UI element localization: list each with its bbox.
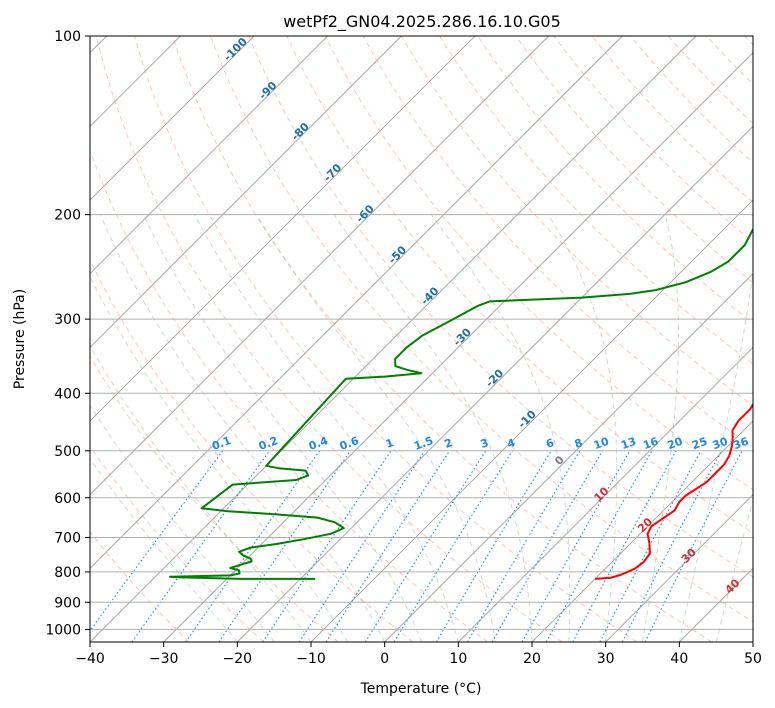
isotherm-line — [237, 125, 753, 642]
x-tick-label: −20 — [223, 651, 253, 667]
mixing-ratio-line — [435, 450, 552, 642]
moist-adiabat-line — [256, 214, 496, 642]
dry-adiabat-line — [133, 36, 638, 642]
moist-adiabat-line — [642, 214, 679, 642]
moist-adiabat-line — [678, 268, 753, 642]
isotherm-line — [90, 36, 476, 422]
mixing-ratio-line — [364, 450, 487, 642]
moist-adiabat-line — [715, 498, 753, 642]
mixing-ratio-label: 36 — [731, 435, 750, 453]
isotherm-line — [605, 494, 753, 642]
profile-series — [169, 228, 753, 580]
isotherm-line — [90, 36, 328, 275]
mixing-ratio-label: 30 — [711, 435, 730, 453]
isotherm-line — [163, 52, 753, 642]
temperature-series-line — [595, 402, 753, 580]
y-tick-label: 300 — [54, 312, 81, 328]
y-axis-ticks: 100 200 300 400 500 600 700 800 900 1000 — [45, 29, 90, 638]
mixing-ratio-label: 13 — [619, 435, 638, 452]
moist-adiabat-line — [90, 275, 349, 642]
mixing-ratio-line — [218, 450, 351, 642]
mixing-ratio-label: 1 — [384, 436, 396, 451]
y-tick-label: 100 — [54, 29, 81, 45]
mixing-ratio-line — [521, 450, 631, 642]
mixing-ratio-label: 0.4 — [307, 434, 330, 453]
moist-adiabat-line — [547, 214, 618, 642]
moist-adiabat-line — [333, 214, 533, 642]
mixing-ratio-label: 0.2 — [257, 434, 280, 453]
x-tick-label: −40 — [75, 651, 105, 667]
mixing-ratio-line — [491, 450, 603, 642]
mixing-ratio-label: 25 — [690, 435, 709, 452]
dry-adiabat-line — [248, 36, 753, 578]
isotherm-line — [531, 420, 753, 642]
isotherm-line — [90, 36, 255, 201]
y-tick-label: 500 — [54, 444, 81, 460]
mixing-ratio-label: 3 — [479, 436, 491, 451]
isotherm-line — [90, 36, 549, 496]
y-tick-label: 1000 — [45, 622, 81, 638]
mixing-ratio-line — [393, 450, 513, 642]
x-tick-label: 20 — [523, 651, 541, 667]
moist-adiabat-line — [90, 458, 238, 642]
dry-adiabat-line — [95, 36, 563, 642]
mixing-ratio-label: 16 — [641, 435, 660, 453]
dry-adiabat-line — [400, 36, 753, 406]
x-tick-label: 10 — [449, 651, 467, 667]
mixing-ratio-label: 0.6 — [338, 434, 361, 453]
chart-title: wetPf2_GN04.2025.286.16.10.G05 — [283, 12, 561, 32]
mixing-ratio-line — [572, 450, 677, 642]
x-axis-ticks: −40 −30 −20 −10 0 10 20 30 40 50 — [75, 642, 762, 667]
mixing-ratio-label: 2 — [443, 436, 455, 451]
y-tick-label: 700 — [54, 531, 81, 547]
x-tick-label: 50 — [744, 651, 762, 667]
x-tick-label: −30 — [149, 651, 179, 667]
isotherm-line — [90, 36, 623, 569]
moist-adiabat-line — [430, 214, 571, 642]
x-tick-label: 40 — [670, 651, 688, 667]
y-tick-label: 400 — [54, 386, 81, 402]
mixing-ratio-line — [325, 450, 451, 642]
dewpoint-series-line — [169, 228, 753, 580]
dry-adiabat-line — [439, 36, 753, 365]
isotherm-line — [458, 346, 753, 642]
x-tick-label: 30 — [597, 651, 615, 667]
mixing-ratio-label: 4 — [505, 436, 517, 451]
mixing-ratio-line — [545, 450, 653, 642]
isotherm-line — [90, 36, 402, 348]
dry-adiabat-line — [286, 36, 753, 534]
mixing-ratio-label: 1.5 — [412, 434, 435, 453]
y-tick-label: 900 — [54, 595, 81, 611]
dry-adiabat-line — [362, 36, 753, 449]
mixing-ratio-label: 8 — [573, 436, 585, 451]
dry-adiabat-line — [324, 36, 753, 491]
y-tick-label: 800 — [54, 565, 81, 581]
mixing-ratio-label: 0.1 — [210, 434, 233, 453]
x-axis-label: Temperature (°C) — [360, 681, 482, 697]
moist-adiabat-line — [142, 214, 422, 642]
moist-adiabat-line — [194, 214, 459, 642]
x-tick-label: −10 — [296, 651, 326, 667]
grid-lines — [90, 36, 753, 630]
y-tick-label: 600 — [54, 491, 81, 507]
x-tick-label: 0 — [380, 651, 389, 667]
mixing-ratio-label: 6 — [544, 436, 556, 451]
dry-adiabat-line — [90, 531, 190, 642]
background-lines — [90, 36, 753, 642]
dry-adiabat-line — [210, 36, 753, 623]
isotherm-line — [384, 273, 753, 642]
y-tick-label: 200 — [54, 208, 81, 224]
mixing-ratio-label: 10 — [592, 435, 611, 453]
plot-frame — [89, 35, 754, 643]
mixing-ratio-label: 20 — [666, 435, 685, 453]
y-axis-label: Pressure (hPa) — [12, 289, 28, 389]
mixing-ratio-line — [467, 450, 581, 642]
